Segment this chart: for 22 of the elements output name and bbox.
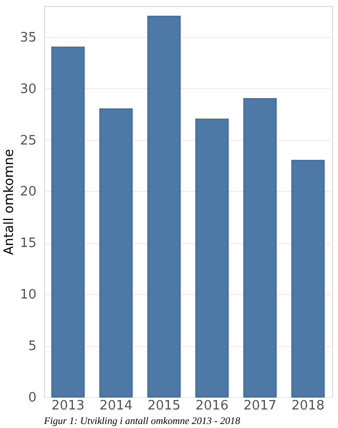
bar [51, 46, 85, 398]
x-tick-label: 2016 [195, 398, 229, 414]
x-tick-label: 2013 [51, 398, 85, 414]
y-tick-label: 20 [20, 184, 36, 200]
x-tick-label: 2018 [291, 398, 325, 414]
y-tick-label: 25 [20, 133, 36, 148]
bar [99, 108, 133, 398]
y-tick-label: 0 [28, 390, 36, 406]
y-tick-label: 5 [28, 339, 36, 354]
text: Figur 1: Utvikling i antall omkomne 2013 - 2018 [43, 416, 240, 427]
y-tick-label: 10 [20, 288, 36, 303]
y-tick-label: 30 [20, 82, 36, 97]
y-axis-title: Antall omkomne [2, 148, 17, 256]
bar [147, 16, 181, 398]
x-tick-label: 2014 [99, 398, 133, 414]
x-tick-label: 2017 [243, 398, 277, 414]
bar [243, 98, 277, 398]
y-tick-label: 15 [20, 236, 36, 252]
bar [291, 160, 325, 398]
y-tick-label: 35 [20, 30, 36, 46]
bar [195, 118, 229, 398]
x-tick-label: 2015 [147, 398, 181, 414]
